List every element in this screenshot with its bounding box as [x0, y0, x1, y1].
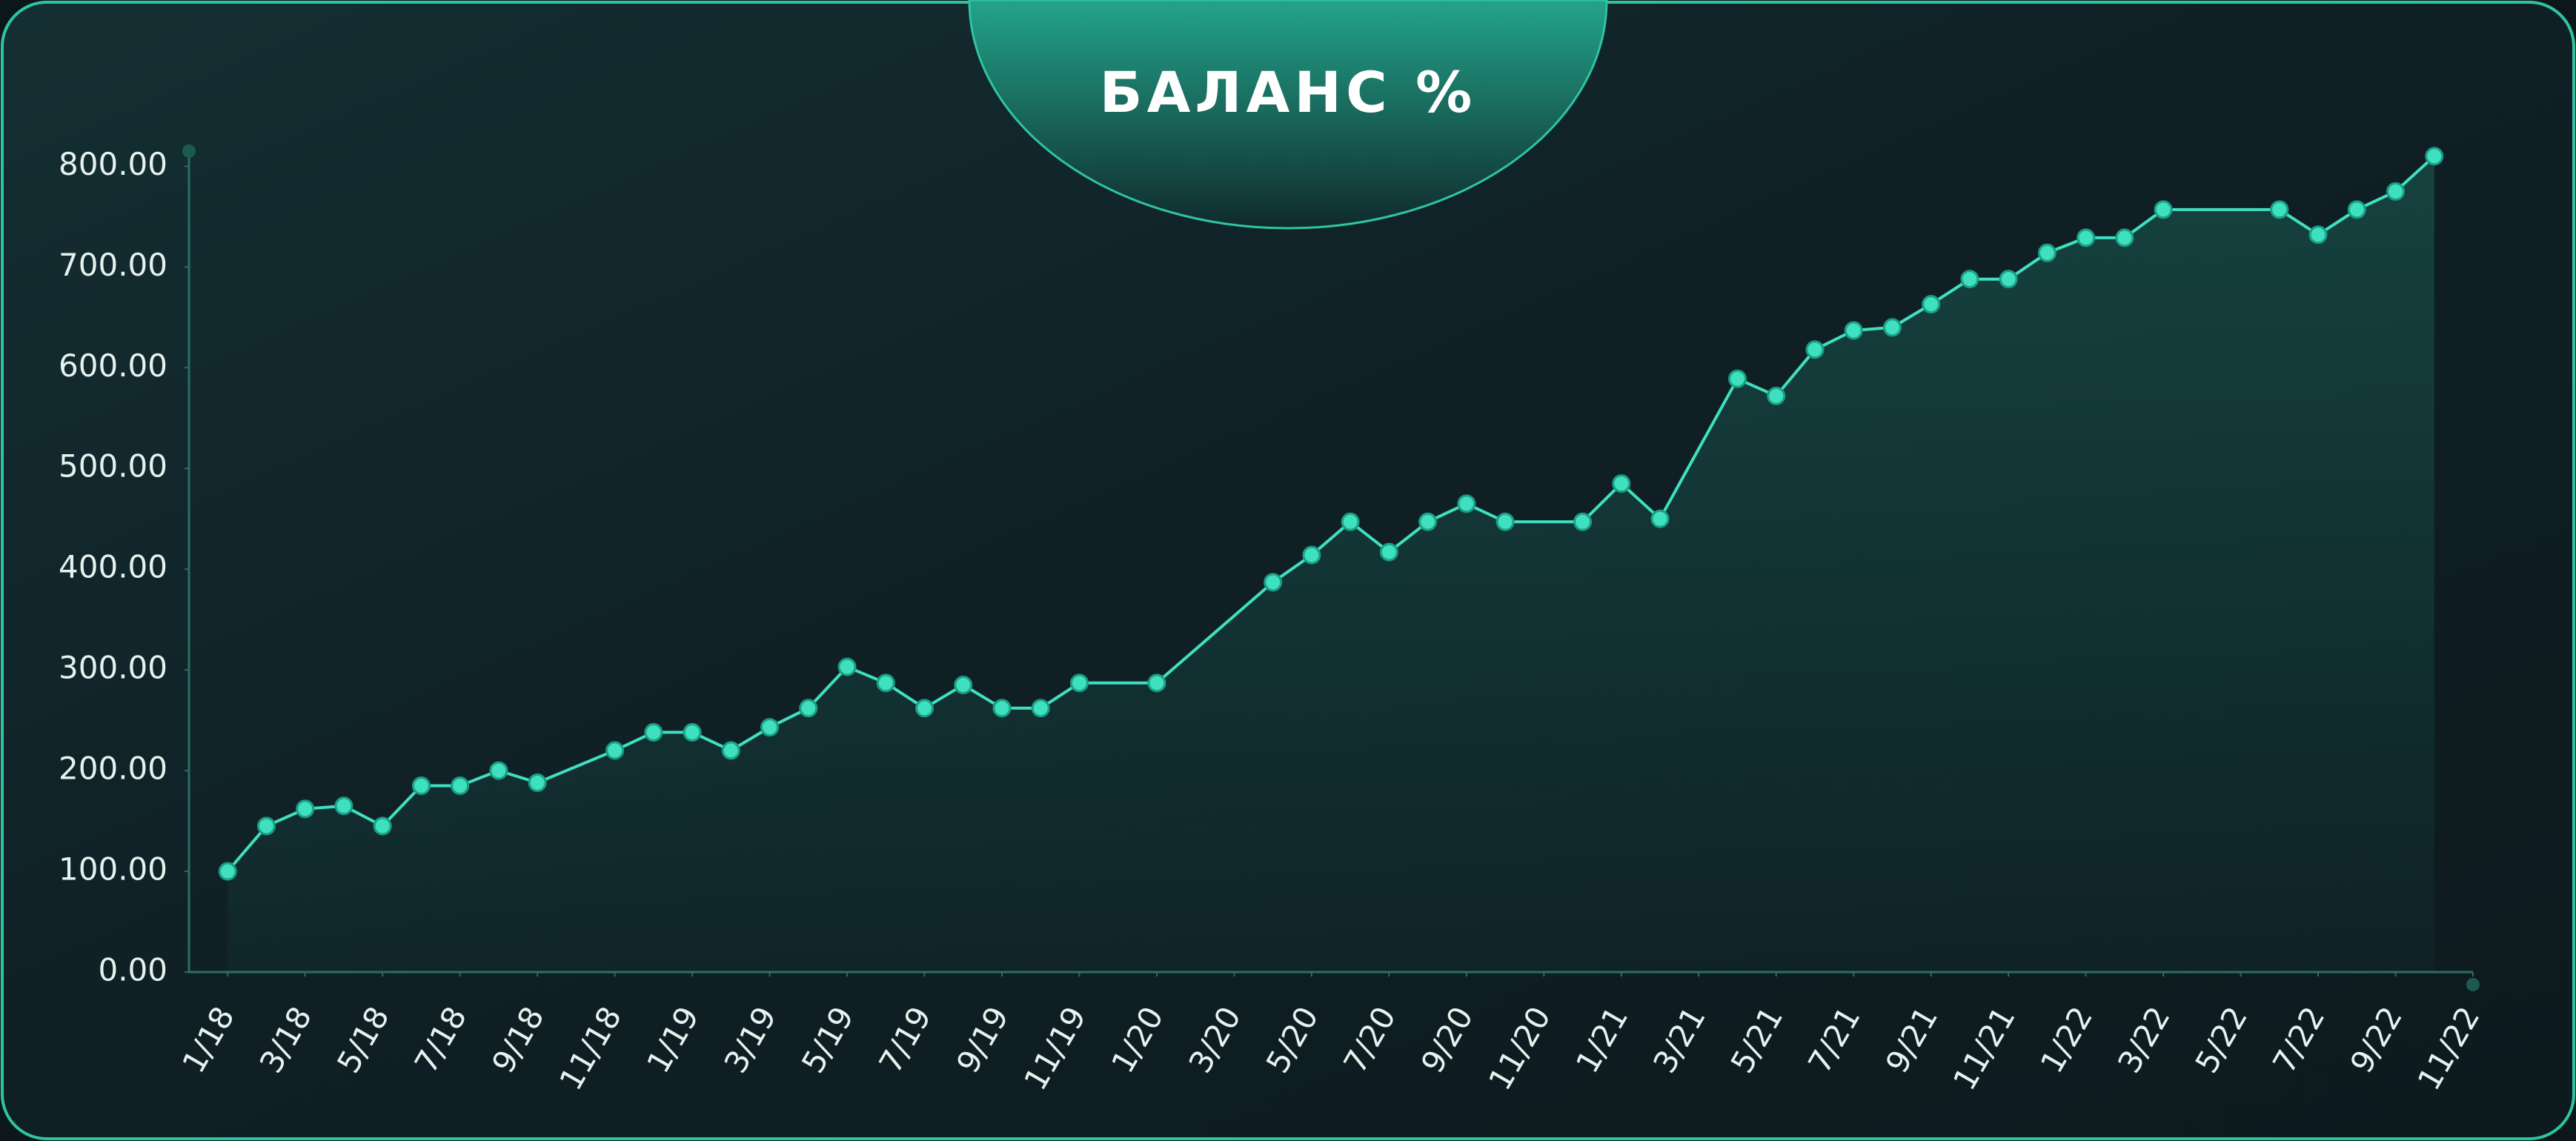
point — [1612, 474, 1631, 493]
point — [2115, 228, 2134, 247]
point — [2347, 200, 2366, 219]
point — [799, 699, 818, 718]
point — [1882, 318, 1902, 337]
point — [411, 776, 431, 795]
y-tick-label: 400.00 — [59, 549, 167, 585]
point — [1922, 295, 1941, 314]
point — [2037, 243, 2057, 262]
point — [2077, 228, 2096, 247]
point — [954, 676, 973, 695]
point — [1031, 699, 1050, 718]
axis-end — [2466, 978, 2480, 991]
point — [1805, 340, 1825, 359]
point — [296, 799, 315, 819]
area — [228, 156, 2434, 972]
axis-end — [182, 144, 196, 158]
point — [605, 741, 625, 760]
point — [1767, 386, 1786, 405]
point — [837, 657, 857, 676]
point — [683, 722, 702, 742]
point — [1457, 494, 1476, 513]
point — [1379, 542, 1398, 562]
point — [2386, 182, 2406, 201]
point — [489, 761, 508, 780]
point — [1573, 512, 1593, 531]
y-tick-label: 200.00 — [59, 751, 167, 787]
point — [992, 699, 1012, 718]
point — [256, 816, 276, 836]
point — [1264, 573, 1283, 592]
title-banner — [968, 0, 1608, 230]
point — [2270, 200, 2289, 219]
point — [1650, 509, 1670, 528]
y-tick-label: 100.00 — [59, 851, 167, 888]
point — [528, 773, 547, 792]
point — [1496, 512, 1515, 531]
point — [2425, 147, 2444, 166]
point — [2154, 200, 2173, 219]
point — [915, 699, 935, 718]
y-tick-label: 0.00 — [98, 952, 167, 988]
point — [1418, 512, 1438, 531]
point — [373, 816, 392, 836]
point — [1147, 673, 1166, 693]
point — [1960, 270, 1979, 289]
y-tick-label: 600.00 — [59, 347, 167, 384]
point — [1069, 673, 1089, 693]
chart-title: БАЛАНС % — [1100, 59, 1477, 125]
point — [1341, 512, 1360, 531]
point — [760, 718, 780, 737]
point — [1844, 321, 1863, 340]
point — [1727, 369, 1747, 388]
point — [1302, 545, 1321, 565]
y-tick-label: 500.00 — [59, 448, 167, 485]
point — [876, 673, 895, 693]
y-tick-label: 800.00 — [59, 146, 167, 182]
point — [218, 862, 237, 881]
point — [721, 741, 740, 760]
point — [451, 776, 470, 795]
y-tick-label: 700.00 — [59, 247, 167, 283]
point — [644, 722, 663, 742]
point — [1999, 270, 2018, 289]
y-tick-label: 300.00 — [59, 650, 167, 686]
point — [2308, 225, 2328, 245]
point — [334, 796, 353, 816]
